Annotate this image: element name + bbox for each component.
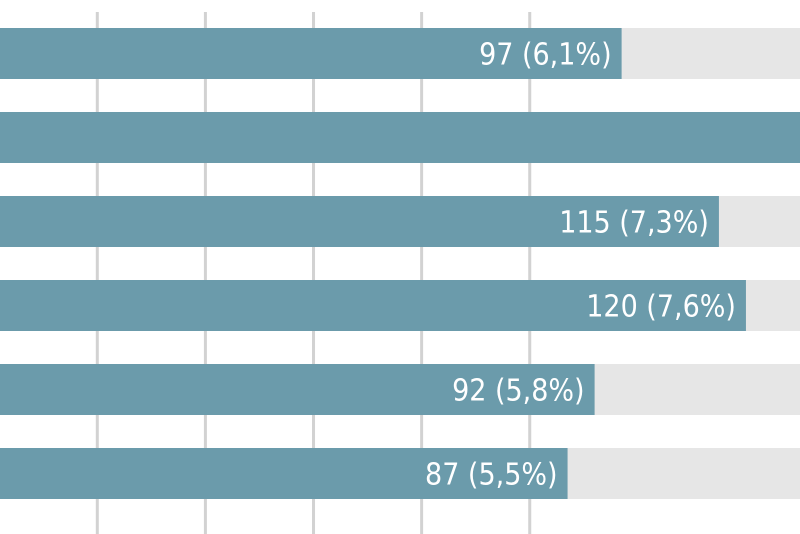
bar-value-label: 120 (7,6%) [586,290,736,325]
grid-lines [95,12,532,534]
bar-value-label: 97 (6,1%) [479,38,612,73]
bar [0,364,595,415]
bar [0,28,622,79]
bar [0,280,746,331]
bar-value-label: 92 (5,8%) [452,374,585,409]
bar [0,448,568,499]
bar-value-label: 87 (5,5%) [425,458,558,493]
bar-value-label: 115 (7,3%) [559,206,709,241]
bars: 97 (6,1%) 115 (7,3%) 120 (7,6%) 92 (5,8%) 87… [0,28,800,499]
bar [0,196,719,247]
bar [0,112,800,163]
